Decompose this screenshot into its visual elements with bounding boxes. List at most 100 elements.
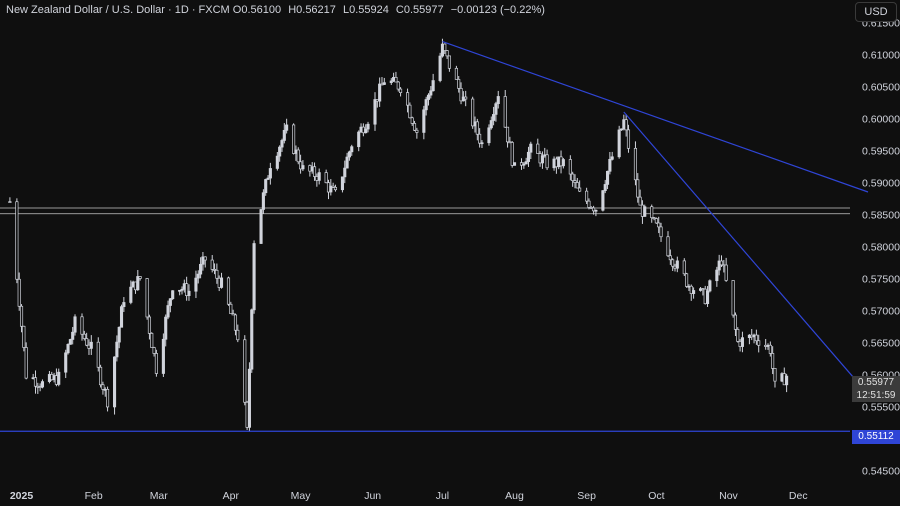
candle xyxy=(671,258,675,271)
candle-body xyxy=(715,269,719,282)
candle xyxy=(619,128,624,131)
candle-body xyxy=(166,305,170,318)
candle xyxy=(457,75,461,93)
candle xyxy=(331,182,335,188)
candle xyxy=(117,326,121,349)
candle-body xyxy=(312,166,317,177)
candle-body xyxy=(329,185,333,193)
candle xyxy=(301,160,305,172)
candle xyxy=(545,149,549,171)
candle xyxy=(212,263,217,275)
candle xyxy=(601,190,605,212)
open-label: O xyxy=(232,4,242,16)
candle-body xyxy=(161,338,165,374)
candle xyxy=(96,337,100,372)
candle-body xyxy=(447,55,451,69)
candle-body xyxy=(731,280,735,316)
candle xyxy=(22,325,26,352)
candle-body xyxy=(154,353,158,374)
candle-body xyxy=(601,190,605,211)
candle-body xyxy=(57,371,61,385)
candle-body xyxy=(64,352,68,373)
candle-body xyxy=(280,140,284,148)
x-tick-label: Nov xyxy=(719,490,738,502)
candle xyxy=(19,304,24,333)
symbol-title: New Zealand Dollar / U.S. Dollar · 1D · … xyxy=(6,4,230,16)
candle-body xyxy=(619,128,624,131)
candle-body xyxy=(496,96,500,105)
candle xyxy=(512,162,517,166)
candle-body xyxy=(261,192,265,210)
candle-body xyxy=(438,55,442,81)
candle-body xyxy=(136,276,140,291)
candle-body xyxy=(231,313,235,316)
candle xyxy=(503,90,507,128)
candle xyxy=(145,277,149,320)
candle xyxy=(64,349,68,379)
candle-body xyxy=(264,179,268,194)
candle-body xyxy=(492,114,496,121)
candle xyxy=(454,65,458,80)
currency-button[interactable]: USD xyxy=(855,2,897,22)
candle-body xyxy=(285,124,289,131)
candle-body xyxy=(480,142,484,145)
candle xyxy=(480,140,484,149)
candle xyxy=(296,147,300,165)
candle-body xyxy=(73,316,77,333)
candle xyxy=(122,297,126,313)
candle-body xyxy=(364,128,368,134)
candle-body xyxy=(522,163,526,166)
candle xyxy=(561,157,565,169)
low-label: L xyxy=(342,4,350,16)
candle xyxy=(399,87,403,97)
candle xyxy=(438,52,442,83)
candle-body xyxy=(617,129,621,158)
candle xyxy=(685,272,689,288)
candle xyxy=(259,209,263,244)
candle xyxy=(161,333,165,377)
candle xyxy=(203,256,207,268)
candle-body xyxy=(654,218,658,224)
candle xyxy=(750,329,754,341)
candle-body xyxy=(540,155,544,164)
x-tick-label: Oct xyxy=(648,490,664,502)
candle-body xyxy=(605,170,610,185)
candle xyxy=(229,301,233,315)
x-tick-label: Jun xyxy=(364,490,381,502)
candle xyxy=(226,276,231,306)
candle xyxy=(422,105,426,140)
candle xyxy=(692,287,696,299)
candle-body xyxy=(529,143,533,153)
candle-body xyxy=(292,124,296,154)
candle xyxy=(536,138,540,154)
candle xyxy=(24,342,28,380)
candle xyxy=(68,338,72,345)
candle-body xyxy=(19,305,24,327)
candle xyxy=(626,124,631,153)
candle-body xyxy=(152,347,156,354)
candle-body xyxy=(675,260,679,269)
candle xyxy=(152,346,156,357)
candle-body xyxy=(638,196,642,206)
change-value: −0.00123 (−0.22%) xyxy=(450,4,545,16)
candle xyxy=(689,284,693,301)
candle-body xyxy=(524,161,528,165)
candle xyxy=(424,96,428,116)
candle xyxy=(522,162,526,169)
candle xyxy=(350,144,354,156)
candle-body xyxy=(233,314,238,331)
candle-body xyxy=(592,207,596,212)
candle xyxy=(343,160,347,184)
candle-body xyxy=(657,222,661,228)
bar-countdown: 12:51:59 xyxy=(856,390,896,401)
candle xyxy=(71,326,75,345)
candle xyxy=(312,162,317,181)
candle xyxy=(773,368,777,388)
candle-body xyxy=(99,366,103,386)
candle xyxy=(717,254,721,276)
candle xyxy=(171,290,175,301)
candle xyxy=(506,126,510,148)
candle xyxy=(496,90,500,109)
x-tick-label: Feb xyxy=(85,490,103,502)
